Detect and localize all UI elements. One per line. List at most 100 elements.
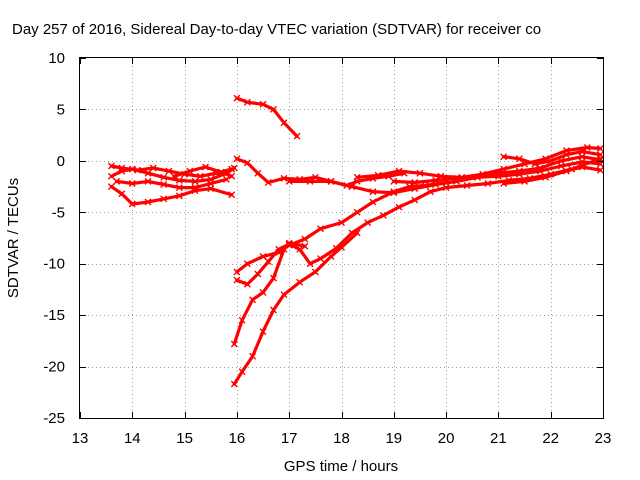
data-point [348,183,356,191]
series-trace-16 [230,229,361,388]
data-point [160,173,168,181]
data-point [500,165,508,173]
data-point [144,198,152,206]
data-point [327,253,335,261]
x-tick-label: 14 [124,430,141,447]
data-point [207,185,215,193]
data-point [374,171,382,179]
data-point [285,239,293,247]
data-point [228,165,236,173]
data-point [547,157,555,165]
y-tick-label: -15 [43,307,65,324]
x-tick-label: 16 [229,430,246,447]
grid-lines [80,58,603,418]
series-trace-6 [233,155,408,190]
x-tick-label: 22 [542,430,559,447]
data-point [230,380,238,388]
data-point [317,225,325,233]
data-series [107,94,604,388]
y-tick-label: 5 [57,101,65,118]
y-tick-label: -20 [43,359,65,376]
data-point [395,167,403,175]
chart-title: Day 257 of 2016, Sidereal Day-to-day VTE… [12,21,541,38]
series-line [232,231,359,386]
data-point [426,188,434,196]
data-point [254,270,262,278]
series-trace-15 [230,239,309,348]
data-point [596,155,604,163]
data-point [144,177,152,185]
data-point [107,172,115,180]
data-point [196,172,204,180]
x-tick-label: 15 [176,430,193,447]
data-point [353,208,361,216]
series-trace-13 [233,178,450,276]
data-point [160,195,168,203]
series-trace-5 [170,163,236,180]
data-point [301,242,309,250]
data-point [505,176,513,184]
data-point [583,143,591,151]
data-point [249,352,257,360]
x-tick-label: 19 [385,430,402,447]
data-point [243,260,251,268]
data-point [411,196,419,204]
data-point [390,177,398,185]
series-line [115,177,228,190]
y-tick-label: 10 [48,50,65,67]
data-point [228,172,236,180]
data-point [217,168,225,176]
data-point [390,188,398,196]
data-point [364,219,372,227]
x-tick-label: 21 [490,430,507,447]
series-trace-4 [113,175,230,192]
data-point [369,188,377,196]
data-point [353,173,361,181]
data-point [411,178,419,186]
data-point [301,235,309,243]
data-point [547,170,555,178]
data-point [568,165,576,173]
data-point [118,190,126,198]
data-point [416,169,424,177]
data-point [175,184,183,192]
data-point [270,105,278,113]
data-point [228,191,236,199]
data-point [306,177,314,185]
y-tick-labels: 10 5 0 -5 -10 -15 -20 -25 [43,50,65,427]
data-point [353,229,361,237]
data-point [453,174,461,182]
data-point [515,155,523,163]
data-point [175,176,183,184]
data-point [578,148,586,156]
data-point [186,167,194,175]
data-point [128,179,136,187]
x-tick-label: 23 [595,430,612,447]
y-tick-label: -25 [43,410,65,427]
data-point [562,151,570,159]
x-tick-label: 13 [72,430,89,447]
data-point [270,274,278,282]
data-point [243,98,251,106]
data-point [280,174,288,182]
data-point [202,163,210,171]
data-point [442,178,450,186]
data-point [311,268,319,276]
data-point [494,172,502,180]
data-point [280,291,288,299]
data-point [207,179,215,187]
data-point [118,164,126,172]
data-point [285,177,293,185]
axis-ticks [80,58,604,419]
data-point [484,179,492,187]
data-point [128,200,136,208]
data-point [311,173,319,181]
series-trace-14 [233,155,604,288]
data-point [338,243,345,251]
data-point [515,170,523,178]
data-point [191,177,199,185]
series-trace-7 [233,94,301,140]
series-line [235,180,448,274]
data-point [165,167,173,175]
data-point [170,172,178,180]
